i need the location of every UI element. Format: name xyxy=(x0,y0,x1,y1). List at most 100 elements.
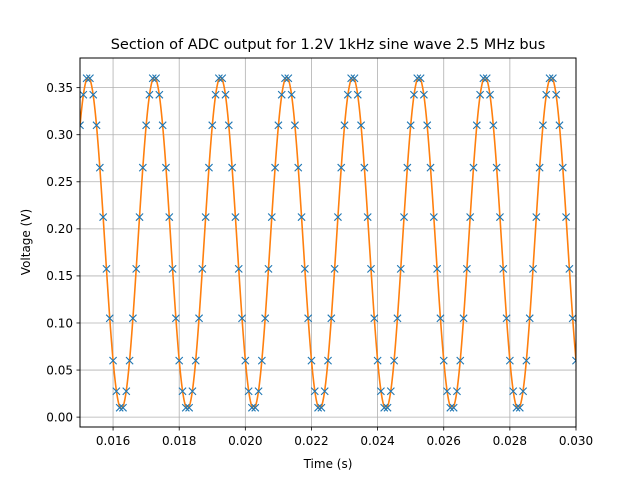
adc-sample-marker xyxy=(479,74,488,83)
adc-sample-marker xyxy=(423,121,432,130)
adc-sample-marker xyxy=(568,314,576,323)
adc-sample-marker xyxy=(211,90,220,99)
adc-sample-marker xyxy=(449,403,458,412)
adc-sample-marker xyxy=(416,74,425,83)
adc-sample-marker xyxy=(158,121,167,130)
adc-sample-marker xyxy=(542,90,551,99)
adc-sample-marker xyxy=(502,314,511,323)
adc-sample-marker xyxy=(148,74,157,83)
chart-title: Section of ADC output for 1.2V 1kHz sine… xyxy=(111,37,546,53)
adc-sample-marker xyxy=(152,74,161,83)
adc-sample-marker xyxy=(304,314,313,323)
adc-sample-marker xyxy=(277,90,286,99)
adc-sample-marker xyxy=(171,314,180,323)
adc-sample-marker xyxy=(350,74,359,83)
adc-sample-marker xyxy=(532,213,541,222)
y-axis-label: Voltage (V) xyxy=(19,209,33,275)
adc-sample-marker xyxy=(300,264,309,273)
adc-sample-marker xyxy=(254,387,263,396)
adc-sample-marker xyxy=(353,90,362,99)
adc-sample-marker xyxy=(191,356,200,365)
adc-sample-marker xyxy=(426,163,435,172)
adc-sample-marker xyxy=(486,90,495,99)
adc-sample-marker xyxy=(370,314,379,323)
adc-sample-marker xyxy=(376,387,385,396)
y-tick-label: 0.10 xyxy=(46,316,73,330)
adc-sample-marker xyxy=(499,264,508,273)
adc-sample-marker xyxy=(433,264,442,273)
adc-sample-marker xyxy=(360,163,369,172)
adc-sample-marker xyxy=(138,163,147,172)
adc-sample-marker xyxy=(142,121,151,130)
adc-sample-marker xyxy=(80,90,88,99)
adc-sample-marker xyxy=(234,264,243,273)
adc-sample-marker xyxy=(228,163,237,172)
adc-sample-marker xyxy=(476,90,485,99)
adc-sample-marker xyxy=(155,90,164,99)
adc-sample-marker xyxy=(320,387,329,396)
adc-sample-marker xyxy=(439,356,448,365)
adc-sample-marker xyxy=(512,403,521,412)
adc-sample-marker xyxy=(80,121,84,130)
adc-sample-marker xyxy=(472,121,481,130)
adc-sample-marker xyxy=(145,90,154,99)
adc-sample-marker xyxy=(505,356,514,365)
y-tick-label: 0.25 xyxy=(46,175,73,189)
adc-sample-marker xyxy=(128,314,137,323)
adc-sample-marker xyxy=(204,163,213,172)
adc-sample-marker xyxy=(287,90,296,99)
adc-sample-marker xyxy=(456,356,465,365)
adc-sample-marker xyxy=(330,264,339,273)
adc-sample-marker xyxy=(452,387,461,396)
adc-sample-marker xyxy=(337,163,346,172)
adc-sample-marker xyxy=(446,403,455,412)
adc-samples xyxy=(80,74,576,412)
adc-sample-marker xyxy=(105,314,114,323)
adc-sample-marker xyxy=(552,90,561,99)
axes-frame xyxy=(79,57,577,428)
adc-sample-marker xyxy=(558,163,567,172)
adc-sample-marker xyxy=(340,121,349,130)
adc-sample-marker xyxy=(261,314,270,323)
adc-sample-marker xyxy=(238,314,247,323)
adc-sample-marker xyxy=(95,163,104,172)
adc-sample-marker xyxy=(466,213,475,222)
adc-sample-marker xyxy=(281,74,289,83)
adc-sample-marker xyxy=(538,121,547,130)
adc-sample-marker xyxy=(400,213,409,222)
adc-sample-marker xyxy=(125,356,134,365)
adc-sample-marker xyxy=(267,213,276,222)
adc-sample-marker xyxy=(367,264,375,273)
adc-sample-marker xyxy=(102,264,111,273)
adc-sample-marker xyxy=(208,121,217,130)
adc-sample-marker xyxy=(529,264,537,273)
adc-sample-marker xyxy=(409,90,418,99)
adc-sample-marker xyxy=(168,264,177,273)
adc-sample-marker xyxy=(297,213,306,222)
adc-sample-marker xyxy=(419,90,428,99)
adc-sample-marker xyxy=(185,403,194,412)
adc-sample-marker xyxy=(307,356,316,365)
adc-sample-marker xyxy=(324,356,332,365)
adc-sample-marker xyxy=(509,387,518,396)
adc-sample-marker xyxy=(294,163,303,172)
adc-sample-marker xyxy=(224,121,233,130)
y-tick-label: 0.20 xyxy=(46,222,73,236)
adc-sample-marker xyxy=(459,314,468,323)
adc-sample-marker xyxy=(565,264,574,273)
adc-sample-marker xyxy=(112,387,121,396)
adc-sample-marker xyxy=(132,264,141,273)
adc-sample-marker xyxy=(383,403,392,412)
adc-sample-marker xyxy=(492,163,501,172)
adc-sample-marker xyxy=(519,387,528,396)
adc-sample-marker xyxy=(317,403,326,412)
adc-sample-marker xyxy=(89,90,98,99)
adc-sample-marker xyxy=(218,74,227,83)
adc-sample-marker xyxy=(85,74,94,83)
adc-sample-marker xyxy=(82,74,91,83)
adc-sample-marker xyxy=(429,213,438,222)
adc-sample-marker xyxy=(92,121,101,130)
adc-sample-marker xyxy=(396,264,405,273)
